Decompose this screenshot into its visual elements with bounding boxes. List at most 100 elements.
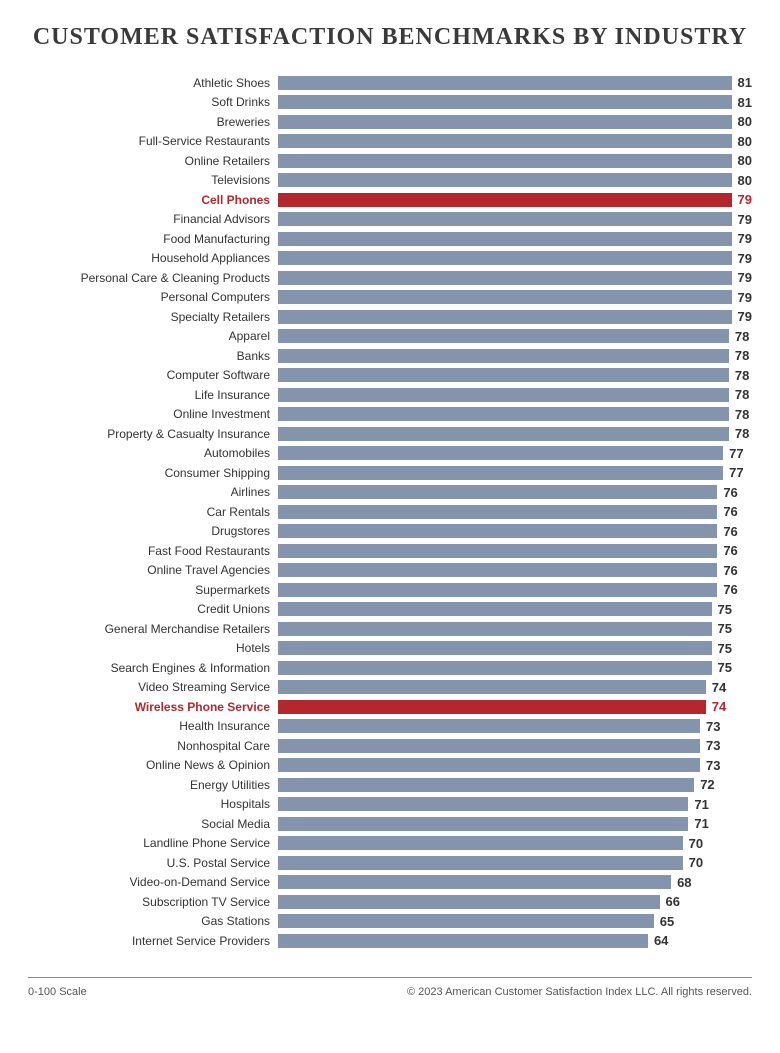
- bar-row: Energy Utilities 72: [28, 775, 752, 795]
- bar-row: Hospitals71: [28, 795, 752, 815]
- bar-row: Hotels75: [28, 639, 752, 659]
- bar-value: 71: [694, 797, 708, 812]
- bar: [278, 173, 732, 187]
- bar-value: 78: [735, 426, 749, 441]
- bar-value: 70: [689, 836, 703, 851]
- bar-area: 70: [278, 855, 752, 870]
- bar: [278, 134, 732, 148]
- bar-row: Fast Food Restaurants76: [28, 541, 752, 561]
- bar-row: Consumer Shipping77: [28, 463, 752, 483]
- bar-value: 79: [738, 309, 752, 324]
- bar-label: Computer Software: [28, 368, 278, 382]
- bar-row: Supermarkets76: [28, 580, 752, 600]
- bar-area: 75: [278, 641, 752, 656]
- bar: [278, 388, 729, 402]
- bar-row: Video Streaming Service74: [28, 678, 752, 698]
- bar-area: 76: [278, 504, 752, 519]
- bar-area: 64: [278, 933, 752, 948]
- bar-row: Wireless Phone Service74: [28, 697, 752, 717]
- bar-row: Apparel78: [28, 327, 752, 347]
- bar-row: U.S. Postal Service70: [28, 853, 752, 873]
- bar-area: 77: [278, 446, 752, 461]
- bar: [278, 700, 706, 714]
- bar-area: 68: [278, 875, 752, 890]
- bar-label: Online News & Opinion: [28, 758, 278, 772]
- bar-area: 79: [278, 251, 752, 266]
- bar-area: 76: [278, 485, 752, 500]
- bar-row: Online Travel Agencies76: [28, 561, 752, 581]
- bar-value: 76: [723, 543, 737, 558]
- bar-area: 66: [278, 894, 752, 909]
- bar-value: 78: [735, 387, 749, 402]
- bar: [278, 95, 732, 109]
- bar-value: 76: [723, 524, 737, 539]
- bar-area: 78: [278, 329, 752, 344]
- bar-row: Credit Unions 75: [28, 600, 752, 620]
- bar-label: Online Retailers: [28, 154, 278, 168]
- bar-value: 75: [718, 641, 732, 656]
- bar-row: Online Investment78: [28, 405, 752, 425]
- bar-label: Automobiles: [28, 446, 278, 460]
- bar: [278, 446, 723, 460]
- bar-value: 76: [723, 563, 737, 578]
- bar-value: 79: [738, 192, 752, 207]
- bar-value: 75: [718, 660, 732, 675]
- bar-value: 81: [738, 75, 752, 90]
- bar-value: 76: [723, 504, 737, 519]
- bar-value: 66: [666, 894, 680, 909]
- bar: [278, 641, 712, 655]
- bar-area: 72: [278, 777, 752, 792]
- bar-label: Food Manufacturing: [28, 232, 278, 246]
- bar-area: 73: [278, 719, 752, 734]
- bar: [278, 583, 717, 597]
- bar-area: 65: [278, 914, 752, 929]
- bar-value: 79: [738, 270, 752, 285]
- bar-area: 76: [278, 563, 752, 578]
- bar: [278, 797, 688, 811]
- bar-area: 80: [278, 134, 752, 149]
- bar-label: U.S. Postal Service: [28, 856, 278, 870]
- bar-label: Consumer Shipping: [28, 466, 278, 480]
- bar: [278, 758, 700, 772]
- bar-label: Apparel: [28, 329, 278, 343]
- bar-label: Credit Unions: [28, 602, 278, 616]
- bar-value: 80: [738, 134, 752, 149]
- bar-label: Health Insurance: [28, 719, 278, 733]
- bar: [278, 836, 683, 850]
- bar-row: Subscription TV Service66: [28, 892, 752, 912]
- bar-area: 79: [278, 231, 752, 246]
- bar-value: 75: [718, 602, 732, 617]
- bar-label: Search Engines & Information: [28, 661, 278, 675]
- bar-row: Landline Phone Service 70: [28, 834, 752, 854]
- bar-row: Internet Service Providers64: [28, 931, 752, 951]
- bar-area: 74: [278, 680, 752, 695]
- bar-row: Financial Advisors79: [28, 210, 752, 230]
- bar-row: Life Insurance 78: [28, 385, 752, 405]
- bar-row: Online News & Opinion73: [28, 756, 752, 776]
- bar-value: 65: [660, 914, 674, 929]
- bar-value: 75: [718, 621, 732, 636]
- bar-label: Nonhospital Care: [28, 739, 278, 753]
- bar-label: Household Appliances: [28, 251, 278, 265]
- bar-area: 80: [278, 114, 752, 129]
- bar-area: 78: [278, 348, 752, 363]
- bar-area: 75: [278, 602, 752, 617]
- bar-label: Landline Phone Service: [28, 836, 278, 850]
- bar-label: Social Media: [28, 817, 278, 831]
- bar-area: 71: [278, 797, 752, 812]
- bar: [278, 310, 732, 324]
- bar: [278, 544, 717, 558]
- bar-label: Energy Utilities: [28, 778, 278, 792]
- bar-value: 73: [706, 738, 720, 753]
- bar-row: Full-Service Restaurants80: [28, 132, 752, 152]
- bar-value: 72: [700, 777, 714, 792]
- bar-row: Drugstores76: [28, 522, 752, 542]
- bar-label: Life Insurance: [28, 388, 278, 402]
- bar-area: 79: [278, 290, 752, 305]
- bar-chart: Athletic Shoes81Soft Drinks81Breweries80…: [28, 73, 752, 951]
- bar: [278, 934, 648, 948]
- bar-area: 75: [278, 621, 752, 636]
- bar-area: 81: [278, 75, 752, 90]
- bar-area: 76: [278, 582, 752, 597]
- bar-row: Food Manufacturing79: [28, 229, 752, 249]
